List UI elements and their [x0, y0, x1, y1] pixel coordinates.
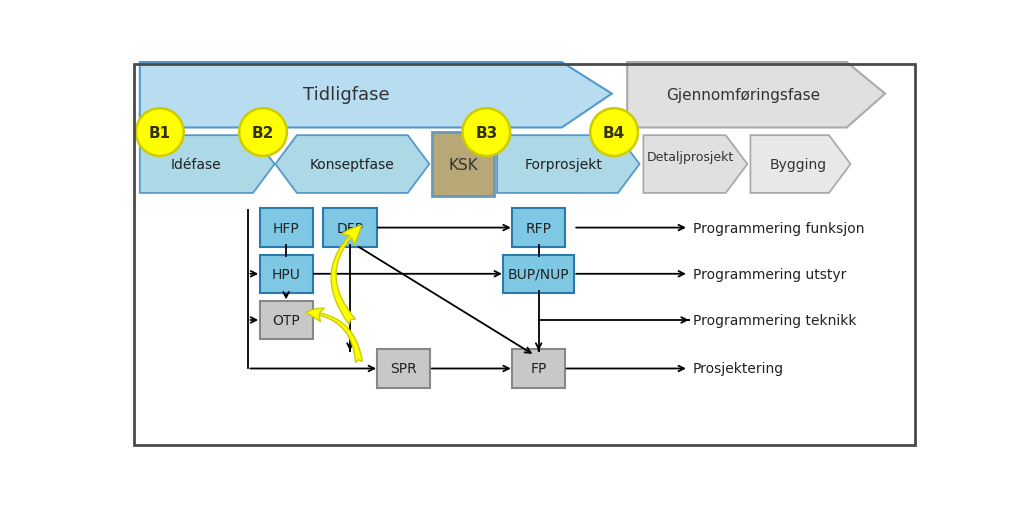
FancyArrowPatch shape	[331, 226, 361, 325]
Text: Bygging: Bygging	[770, 158, 826, 172]
FancyBboxPatch shape	[378, 349, 430, 388]
Text: KSK: KSK	[449, 157, 478, 172]
Text: Tidligfase: Tidligfase	[303, 86, 389, 104]
Polygon shape	[275, 136, 429, 193]
FancyBboxPatch shape	[512, 209, 565, 247]
Text: FP: FP	[530, 362, 547, 376]
Text: Prosjektering: Prosjektering	[692, 362, 783, 376]
Circle shape	[240, 109, 287, 157]
Polygon shape	[140, 136, 274, 193]
Text: BUP/NUP: BUP/NUP	[508, 267, 569, 281]
FancyBboxPatch shape	[512, 349, 565, 388]
FancyBboxPatch shape	[324, 209, 377, 247]
Circle shape	[590, 109, 638, 157]
FancyArrowPatch shape	[306, 309, 362, 363]
Text: B2: B2	[252, 125, 274, 140]
Polygon shape	[628, 63, 885, 128]
Text: B1: B1	[148, 125, 171, 140]
FancyBboxPatch shape	[503, 255, 574, 293]
Circle shape	[463, 109, 510, 157]
Circle shape	[136, 109, 183, 157]
Text: Idéfase: Idéfase	[171, 158, 221, 172]
Text: OTP: OTP	[272, 314, 300, 327]
Polygon shape	[497, 136, 640, 193]
Text: Programmering teknikk: Programmering teknikk	[692, 314, 856, 327]
Text: SPR: SPR	[390, 362, 418, 376]
FancyBboxPatch shape	[259, 255, 312, 293]
Text: RFP: RFP	[525, 221, 552, 235]
Text: B3: B3	[475, 125, 498, 140]
Text: Gjennomføringsfase: Gjennomføringsfase	[666, 88, 820, 103]
Polygon shape	[751, 136, 851, 193]
FancyBboxPatch shape	[259, 209, 312, 247]
FancyBboxPatch shape	[432, 133, 494, 196]
FancyBboxPatch shape	[259, 301, 312, 339]
Text: HPU: HPU	[271, 267, 300, 281]
Text: Programmering funksjon: Programmering funksjon	[692, 221, 864, 235]
Polygon shape	[140, 63, 611, 128]
Text: Detaljprosjekt: Detaljprosjekt	[647, 150, 734, 164]
Text: B4: B4	[603, 125, 626, 140]
Text: Forprosjekt: Forprosjekt	[524, 158, 602, 172]
Text: Konseptfase: Konseptfase	[309, 158, 394, 172]
Polygon shape	[643, 136, 748, 193]
Text: DFP: DFP	[337, 221, 364, 235]
Text: Programmering utstyr: Programmering utstyr	[692, 267, 846, 281]
Text: HFP: HFP	[272, 221, 299, 235]
